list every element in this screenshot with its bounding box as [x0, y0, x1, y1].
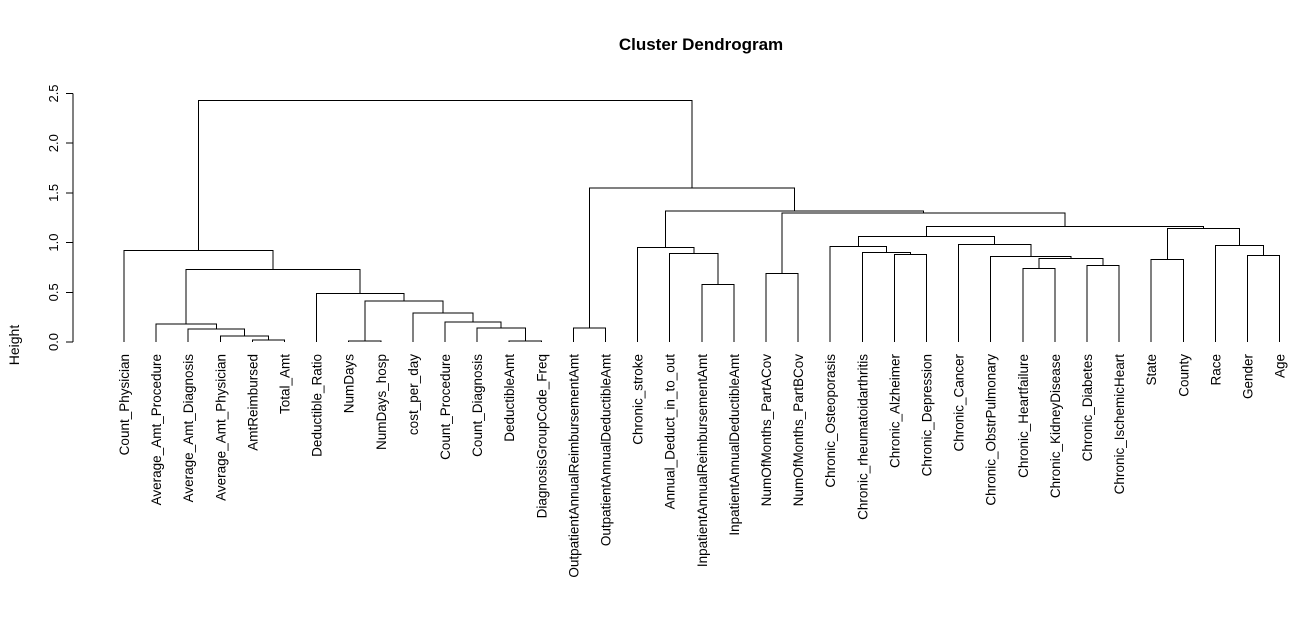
dendrogram-link	[1166, 228, 1240, 260]
dendrogram-link	[1022, 267, 1056, 342]
dendrogram-link	[508, 340, 542, 342]
leaf-label: Count_Procedure	[438, 354, 453, 460]
leaf-label: NumOfMonths_PartBCov	[791, 354, 806, 507]
leaf-label: State	[1144, 354, 1159, 386]
dendrogram-link	[412, 312, 474, 342]
dendrogram-link	[155, 323, 217, 342]
leaf-label: Chronic_Heartfailure	[1016, 354, 1031, 478]
leaf-label: OutpatientAnnualDeductibleAmt	[599, 354, 614, 546]
leaf-label: County	[1176, 354, 1191, 397]
dendrogram-link	[665, 210, 924, 248]
leaf-label: InpatientAnnualReimbursementAmt	[695, 354, 710, 567]
y-tick-label: 0.0	[46, 333, 61, 351]
leaf-label: Average_Amt_Physician	[213, 354, 228, 501]
dendrogram-link	[1150, 258, 1184, 342]
dendrogram-link	[926, 226, 1204, 237]
leaf-label: Chronic_ObstrPulmonary	[984, 354, 999, 506]
y-tick-label: 2.5	[46, 84, 61, 102]
leaf-label: Race	[1208, 354, 1223, 386]
leaf-label: Total_Amt	[278, 354, 293, 414]
leaf-label: Chronic_Cancer	[952, 353, 967, 451]
dendrogram-link	[123, 250, 274, 342]
dendrogram-link	[476, 327, 526, 342]
dendrogram-link	[219, 335, 269, 342]
leaf-label: InpatientAnnualDeductibleAmt	[727, 354, 742, 536]
leaf-label: Chronic_IschemicHeart	[1112, 354, 1127, 495]
leaf-label: Annual_Deduct_in_to_out	[663, 354, 678, 510]
dendrogram-link	[781, 212, 1066, 274]
leaf-label: Chronic_Diabetes	[1080, 354, 1095, 462]
leaf-label: DiagnosisGroupCode_Freq	[534, 354, 549, 518]
leaf-label: DeductibleAmt	[502, 354, 517, 442]
dendrogram-link	[1247, 255, 1281, 342]
leaf-label: Gender	[1241, 353, 1256, 399]
y-tick-label: 1.5	[46, 184, 61, 202]
leaf-label: Average_Amt_Procedure	[149, 354, 164, 505]
y-axis: 0.0 0.5 1.0 1.5 2.0 2.5	[46, 84, 74, 351]
leaf-label: Chronic_stroke	[631, 354, 646, 445]
leaf-label: Chronic_Alzheimer	[887, 353, 902, 468]
dendrogram-link	[198, 99, 693, 251]
dendrogram-link	[893, 254, 927, 342]
leaf-label: Age	[1273, 354, 1288, 378]
dendrogram-link	[765, 272, 799, 342]
dendrogram-link	[364, 300, 444, 342]
dendrogram-link	[1038, 258, 1104, 269]
leaf-labels: Count_Physician Average_Amt_Procedure Aver…	[117, 353, 1288, 577]
dendrogram-link	[251, 339, 285, 342]
y-tick-label: 2.0	[46, 134, 61, 152]
leaf-label: NumDays	[342, 354, 357, 414]
dendrogram-link	[861, 252, 911, 342]
dendrogram-link	[958, 244, 1032, 342]
leaf-label: cost_per_day	[406, 354, 421, 435]
leaf-label: Chronic_KidneyDisease	[1048, 354, 1063, 498]
dendrogram-link	[990, 256, 1072, 342]
leaf-label: Count_Diagnosis	[470, 354, 485, 457]
dendrogram-link	[588, 187, 796, 329]
leaf-label: Deductible_Ratio	[310, 354, 325, 457]
y-tick-label: 0.5	[46, 283, 61, 301]
dendrogram-link	[669, 253, 719, 342]
dendrogram-link	[637, 247, 695, 342]
chart-title: Cluster Dendrogram	[619, 35, 783, 54]
leaf-label: NumDays_hosp	[374, 354, 389, 450]
leaf-label: Chronic_rheumatoidarthritis	[855, 354, 870, 520]
leaf-label: Average_Amt_Diagnosis	[181, 354, 196, 503]
dendrogram-link	[1086, 264, 1120, 342]
dendrogram-link	[316, 292, 405, 342]
leaf-label: OutpatientAnnualReimbursementAmt	[566, 354, 581, 578]
dendrogram-link	[348, 340, 382, 342]
dendrogram-link	[572, 327, 606, 342]
leaf-label: NumOfMonths_PartACov	[759, 354, 774, 507]
y-axis-label: Height	[6, 325, 22, 366]
y-tick-label: 1.0	[46, 234, 61, 252]
dendrogram-link	[185, 268, 361, 325]
dendrogram-link	[829, 246, 887, 342]
leaf-label: Count_Physician	[117, 354, 132, 455]
leaf-label: Chronic_Depression	[920, 354, 935, 476]
dendrogram-link	[701, 283, 735, 342]
dendrogram-link	[1214, 245, 1265, 342]
dendrogram-link	[444, 321, 502, 342]
leaf-label: Chronic_Osteoporasis	[823, 354, 838, 488]
dendrogram-links	[123, 99, 1281, 342]
leaf-label: AmtReimbursed	[245, 354, 260, 451]
